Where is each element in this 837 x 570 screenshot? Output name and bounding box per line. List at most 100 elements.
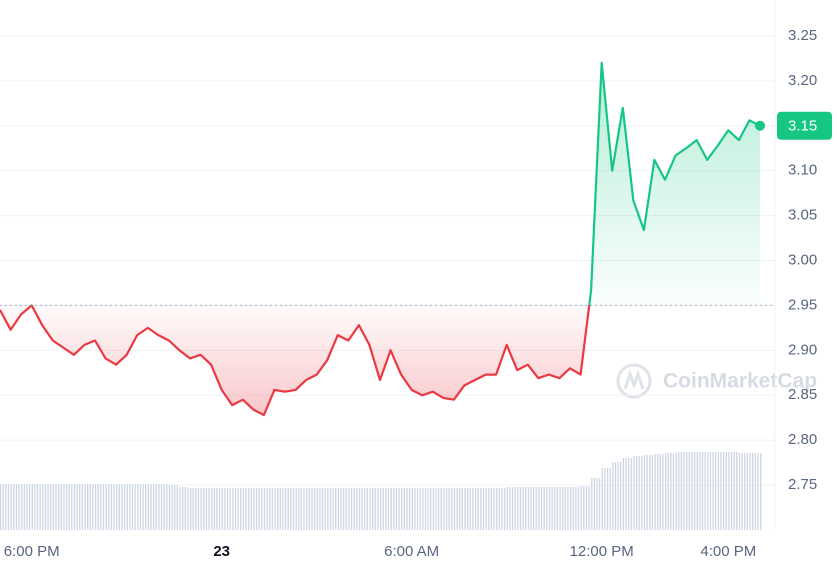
volume-bar xyxy=(81,484,83,530)
volume-bar xyxy=(588,486,590,530)
volume-bar xyxy=(335,488,337,530)
volume-bar xyxy=(300,488,303,530)
volume-bar xyxy=(398,488,400,530)
volume-bar xyxy=(116,484,118,530)
volume-bar xyxy=(221,488,223,530)
volume-bar xyxy=(213,488,216,530)
volume-bar xyxy=(643,455,646,530)
volume-bar xyxy=(137,484,139,530)
volume-bar xyxy=(519,487,522,530)
volume-bar xyxy=(295,488,297,530)
volume-bar xyxy=(548,487,551,530)
volume-bar xyxy=(197,488,200,530)
volume-bar xyxy=(28,484,31,530)
volume-bar xyxy=(395,488,398,530)
volume-bar xyxy=(680,452,683,530)
volume-bar xyxy=(667,453,669,530)
volume-bar xyxy=(461,488,463,530)
volume-bar xyxy=(277,488,279,530)
volume-bar xyxy=(190,488,192,530)
volume-bar xyxy=(319,488,321,530)
volume-bar xyxy=(18,484,20,530)
volume-bar xyxy=(342,488,345,530)
volume-bar xyxy=(158,484,160,530)
volume-bar xyxy=(609,468,611,530)
volume-bar xyxy=(408,488,411,530)
volume-bar xyxy=(36,484,39,530)
volume-bar xyxy=(316,488,318,530)
volume-bar xyxy=(105,484,107,530)
volume-bar xyxy=(160,484,163,530)
volume-bar xyxy=(617,462,619,530)
volume-bar xyxy=(73,484,76,530)
volume-bar xyxy=(113,484,115,530)
volume-bar xyxy=(522,487,524,530)
volume-bar xyxy=(437,488,440,530)
volume-bar xyxy=(482,488,485,530)
volume-bar xyxy=(757,453,759,530)
volume-bar xyxy=(688,452,691,530)
volume-bar xyxy=(134,484,136,530)
volume-bar xyxy=(475,488,477,530)
volume-bar xyxy=(730,452,733,530)
volume-bar xyxy=(427,488,429,530)
volume-bar xyxy=(205,488,208,530)
volume-bar xyxy=(736,452,738,530)
volume-bar xyxy=(266,488,268,530)
volume-bar xyxy=(385,488,387,530)
volume-bar xyxy=(308,488,311,530)
volume-bar xyxy=(13,484,15,530)
volume-bar xyxy=(464,488,466,530)
volume-bar xyxy=(226,488,229,530)
volume-bar xyxy=(622,458,625,530)
volume-bar xyxy=(108,484,110,530)
volume-bar xyxy=(451,488,453,530)
volume-bar xyxy=(540,487,543,530)
y-tick-label: 2.85 xyxy=(788,386,817,403)
volume-bar xyxy=(659,454,661,530)
volume-bar xyxy=(472,488,474,530)
volume-bar xyxy=(459,488,461,530)
volume-bar xyxy=(593,478,596,530)
volume-bar xyxy=(707,452,709,530)
volume-bar xyxy=(469,488,471,530)
price-tag xyxy=(777,111,832,140)
volume-bar xyxy=(577,487,580,530)
volume-bar xyxy=(131,484,134,530)
volume-bar xyxy=(741,453,743,530)
volume-bar xyxy=(514,487,516,530)
volume-bar xyxy=(678,452,680,530)
volume-bar xyxy=(364,488,366,530)
volume-bar xyxy=(55,484,57,530)
y-tick-label: 3.25 xyxy=(788,27,817,44)
volume-bar xyxy=(350,488,353,530)
volume-bar xyxy=(665,453,667,530)
volume-bar xyxy=(2,484,4,530)
volume-bar xyxy=(432,488,435,530)
price-line xyxy=(0,61,761,417)
volume-bar xyxy=(340,488,342,530)
volume-bar xyxy=(715,452,717,530)
y-tick-label: 3.20 xyxy=(788,72,817,89)
volume-bar xyxy=(530,487,532,530)
y-tick-label: 3.10 xyxy=(788,162,817,179)
volume-bar xyxy=(704,452,706,530)
volume-bar xyxy=(372,488,374,530)
volume-bar xyxy=(564,487,566,530)
volume-bar xyxy=(641,456,643,530)
volume-bar xyxy=(559,487,561,530)
volume-bar xyxy=(696,452,698,530)
volume-bar xyxy=(725,452,727,530)
volume-bar xyxy=(625,458,627,530)
volume-bar xyxy=(712,452,714,530)
volume-bar xyxy=(754,453,756,530)
volume-bar xyxy=(166,484,168,530)
volume-bar xyxy=(269,488,271,530)
watermark: CoinMarketCap xyxy=(663,370,817,393)
volume-bar xyxy=(380,488,382,530)
volume-bar xyxy=(329,488,332,530)
volume-bar xyxy=(498,488,501,530)
volume-bar xyxy=(532,487,535,530)
